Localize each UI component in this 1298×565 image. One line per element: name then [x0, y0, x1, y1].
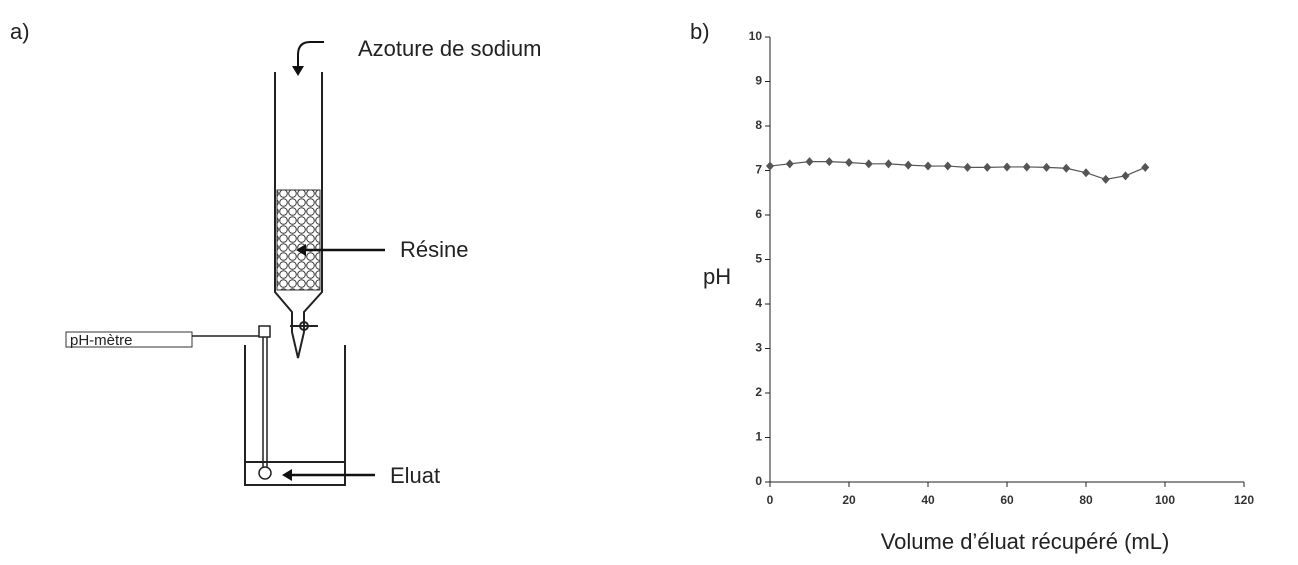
y-tick-label: 3 [755, 341, 762, 355]
reagent-arrow [298, 42, 324, 70]
data-point [944, 162, 952, 171]
data-point [983, 163, 991, 172]
y-tick-label: 6 [755, 207, 762, 221]
figure: a) Azoture de sodium Résine pH-mètre Elu… [0, 0, 1298, 560]
panel-label: a) [10, 19, 30, 44]
y-tick-label: 1 [755, 430, 762, 444]
data-point [1003, 162, 1011, 171]
data-point [964, 163, 972, 172]
data-point [1102, 175, 1110, 184]
data-point [825, 157, 833, 166]
arrow-head [282, 469, 292, 481]
x-tick-label: 100 [1155, 493, 1175, 507]
y-axis-label: pH [703, 264, 731, 289]
x-tick-label: 0 [767, 493, 774, 507]
data-point [1122, 171, 1130, 180]
x-tick-label: 80 [1079, 493, 1093, 507]
x-tick-label: 20 [842, 493, 856, 507]
y-tick-label: 0 [755, 474, 762, 488]
data-point [806, 157, 814, 166]
y-tick-label: 9 [755, 74, 762, 88]
data-point [1082, 168, 1090, 177]
data-point [1023, 162, 1031, 171]
x-tick-label: 40 [921, 493, 935, 507]
y-tick-label: 8 [755, 118, 762, 132]
panel-label: b) [690, 19, 710, 44]
beaker [192, 326, 345, 485]
data-point [1043, 163, 1051, 172]
meter-label: pH-mètre [70, 332, 133, 349]
y-tick-label: 4 [755, 296, 762, 310]
x-axis-label: Volume d’éluat récupéré (mL) [881, 529, 1170, 554]
reagent-label: Azoture de sodium [358, 36, 541, 61]
data-point [766, 162, 774, 171]
data-point [786, 159, 794, 168]
resin-bed [277, 190, 320, 290]
arrow-head [292, 66, 304, 76]
x-tick-label: 120 [1234, 493, 1254, 507]
data-point [1062, 164, 1070, 173]
data-point [924, 162, 932, 171]
eluate-label: Eluat [390, 463, 440, 488]
data-point [845, 158, 853, 167]
data-line [770, 162, 1145, 180]
y-tick-label: 2 [755, 385, 762, 399]
data-point [904, 161, 912, 170]
data-point [885, 159, 893, 168]
resin-label: Résine [400, 237, 468, 262]
y-tick-label: 5 [755, 252, 762, 266]
data-point [1141, 163, 1149, 172]
data-point [865, 159, 873, 168]
y-tick-label: 10 [749, 29, 763, 43]
x-tick-label: 60 [1000, 493, 1014, 507]
y-tick-label: 7 [755, 163, 762, 177]
